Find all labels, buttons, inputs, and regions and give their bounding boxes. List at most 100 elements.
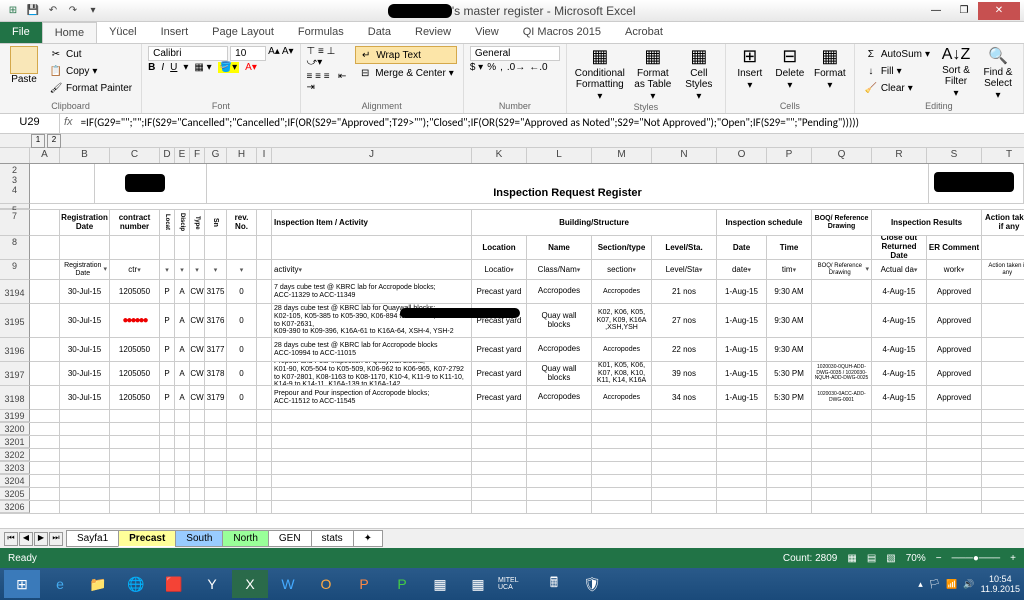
align-center-icon[interactable]: ≡ (315, 71, 321, 82)
col-header-C[interactable]: C (110, 148, 160, 163)
format-cells-button[interactable]: ▦Format▾ (812, 46, 848, 91)
col-header-K[interactable]: K (472, 148, 527, 163)
tab-insert[interactable]: Insert (149, 22, 201, 43)
format-painter-button[interactable]: 🖌Format Painter (46, 80, 135, 96)
sheet-tab-precast[interactable]: Precast (118, 530, 176, 547)
outline-2[interactable]: 2 (47, 134, 61, 148)
col-header-E[interactable]: E (175, 148, 190, 163)
tab-page-layout[interactable]: Page Layout (200, 22, 286, 43)
close-button[interactable]: ✕ (978, 2, 1020, 20)
start-button[interactable]: ⊞ (4, 570, 40, 598)
col-header-F[interactable]: F (190, 148, 205, 163)
tab-file[interactable]: File (0, 22, 42, 43)
comma-format-icon[interactable]: , (500, 62, 503, 73)
sheet-tab-sayfa1[interactable]: Sayfa1 (66, 530, 119, 547)
sheet-tab-gen[interactable]: GEN (268, 530, 312, 547)
delete-cells-button[interactable]: ⊟Delete▾ (772, 46, 808, 91)
tray-network-icon[interactable]: 📶 (946, 579, 957, 590)
table-row[interactable]: 3194 30-Jul-15 1205050 P A CW 3175 0 7 d… (0, 280, 1024, 304)
tab-qimacros[interactable]: QI Macros 2015 (511, 22, 613, 43)
col-header-J[interactable]: J (272, 148, 472, 163)
tray-flag-icon[interactable]: 🏳 (929, 579, 940, 590)
align-bottom-icon[interactable]: ⊥ (327, 46, 336, 57)
align-left-icon[interactable]: ≡ (307, 71, 313, 82)
taskbar-chrome-icon[interactable]: 🌐 (118, 570, 154, 598)
table-row[interactable]: 3196 30-Jul-15 1205050 P A CW 3177 0 28 … (0, 338, 1024, 362)
taskbar-calc-icon[interactable]: 🖩 (536, 570, 572, 598)
taskbar-time[interactable]: 10:54 (981, 574, 1020, 584)
format-as-table-button[interactable]: ▦Format as Table▾ (631, 46, 675, 102)
number-format-select[interactable]: General (470, 46, 560, 61)
underline-button[interactable]: U (170, 62, 177, 73)
tray-volume-icon[interactable]: 🔊 (963, 579, 974, 590)
find-select-button[interactable]: 🔍Find & Select▾ (979, 46, 1017, 101)
save-icon[interactable]: 💾 (24, 2, 42, 20)
wrap-text-button[interactable]: ↵Wrap Text (355, 46, 457, 64)
col-header-I[interactable]: I (257, 148, 272, 163)
tab-data[interactable]: Data (356, 22, 403, 43)
formula-input[interactable]: =IF(G29="";"";IF(S29="Cancelled";"Cancel… (77, 114, 1024, 133)
outline-1[interactable]: 1 (31, 134, 45, 148)
taskbar-word-icon[interactable]: W (270, 570, 306, 598)
paste-button[interactable]: Paste (6, 46, 42, 85)
col-header-H[interactable]: H (227, 148, 257, 163)
tab-next-icon[interactable]: ▶ (34, 532, 48, 546)
zoom-slider[interactable]: ───●─── (952, 553, 1001, 564)
align-middle-icon[interactable]: ≡ (318, 46, 324, 57)
taskbar-project-icon[interactable]: P (384, 570, 420, 598)
maximize-button[interactable]: ❐ (950, 2, 978, 20)
sheet-tab-south[interactable]: South (175, 530, 223, 547)
col-header-S[interactable]: S (927, 148, 982, 163)
taskbar-explorer-icon[interactable]: 📁 (80, 570, 116, 598)
italic-button[interactable]: I (161, 62, 164, 73)
insert-cells-button[interactable]: ⊞Insert▾ (732, 46, 768, 91)
taskbar-ie-icon[interactable]: e (42, 570, 78, 598)
clear-button[interactable]: 🧹Clear ▾ (861, 80, 933, 96)
col-header-M[interactable]: M (592, 148, 652, 163)
merge-center-button[interactable]: ⊟Merge & Center ▾ (355, 65, 457, 81)
new-sheet-button[interactable]: ✦ (353, 530, 383, 547)
minimize-button[interactable]: — (922, 2, 950, 20)
fx-icon[interactable]: fx (60, 114, 77, 133)
copy-button[interactable]: 📋Copy ▾ (46, 63, 135, 79)
tab-yucel[interactable]: Yücel (97, 22, 149, 43)
name-box[interactable]: U29 (0, 114, 60, 133)
sheet-tab-north[interactable]: North (222, 530, 268, 547)
font-size-select[interactable]: 10 (230, 46, 266, 61)
tab-acrobat[interactable]: Acrobat (613, 22, 675, 43)
align-right-icon[interactable]: ≡ (324, 71, 330, 82)
taskbar-shield-icon[interactable]: 🛡 (574, 570, 610, 598)
fill-color-button[interactable]: 🪣▾ (218, 62, 239, 73)
taskbar-app-icon[interactable]: 🟥 (156, 570, 192, 598)
tray-up-icon[interactable]: ▴ (918, 579, 923, 590)
tab-formulas[interactable]: Formulas (286, 22, 356, 43)
zoom-out-icon[interactable]: − (936, 553, 942, 564)
indent-dec-icon[interactable]: ⇤ (338, 71, 346, 82)
taskbar-ppt-icon[interactable]: P (346, 570, 382, 598)
qat-dropdown-icon[interactable]: ▾ (84, 2, 102, 20)
indent-inc-icon[interactable]: ⇥ (307, 82, 315, 93)
col-header-T[interactable]: T (982, 148, 1024, 163)
col-header-G[interactable]: G (205, 148, 227, 163)
zoom-in-icon[interactable]: + (1010, 553, 1016, 564)
table-row[interactable]: 3198 30-Jul-15 1205050 P A CW 3179 0 Pre… (0, 386, 1024, 410)
font-name-select[interactable]: Calibri (148, 46, 228, 61)
col-header-N[interactable]: N (652, 148, 717, 163)
col-header-R[interactable]: R (872, 148, 927, 163)
tab-last-icon[interactable]: ⏭ (49, 532, 63, 546)
taskbar-mitel-icon[interactable]: MITEL UCA (498, 570, 534, 598)
fill-button[interactable]: ↓Fill ▾ (861, 63, 933, 79)
sheet-tab-stats[interactable]: stats (311, 530, 354, 547)
view-layout-icon[interactable]: ▤ (867, 553, 876, 564)
spreadsheet-grid[interactable]: ABCDEFGHIJKLMNOPQRSTU 234 Inspection Req… (0, 148, 1024, 528)
tab-review[interactable]: Review (403, 22, 463, 43)
taskbar-outlook-icon[interactable]: O (308, 570, 344, 598)
percent-format-icon[interactable]: % (487, 62, 496, 73)
excel-icon[interactable]: ⊞ (4, 2, 22, 20)
align-top-icon[interactable]: ⊤ (307, 46, 316, 57)
cell-styles-button[interactable]: ▦Cell Styles▾ (679, 46, 719, 102)
col-header-L[interactable]: L (527, 148, 592, 163)
view-normal-icon[interactable]: ▦ (847, 553, 856, 564)
col-header-A[interactable]: A (30, 148, 60, 163)
taskbar-excel-icon[interactable]: X (232, 570, 268, 598)
